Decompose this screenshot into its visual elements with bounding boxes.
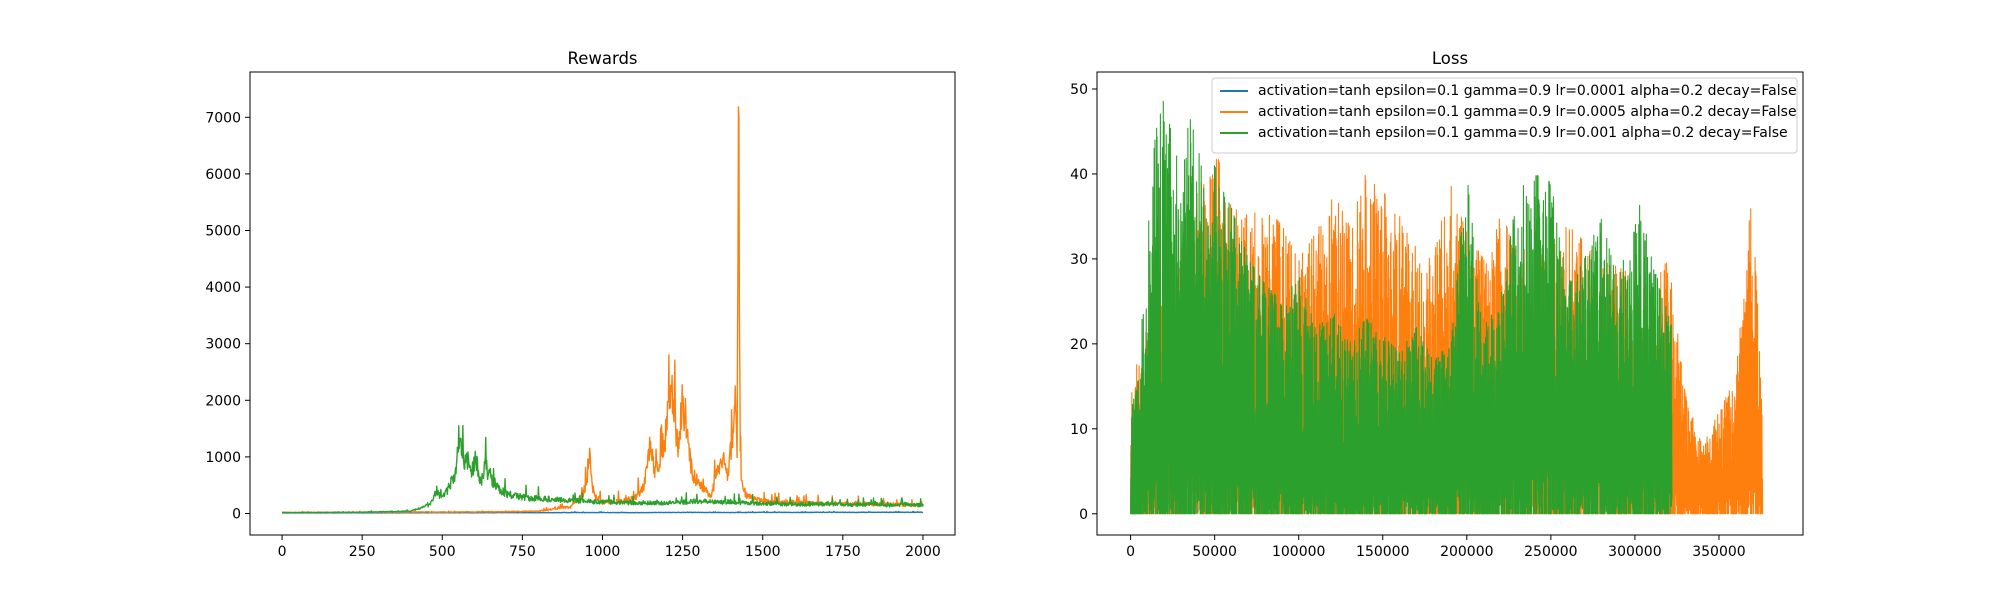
loss-panel: Loss 0 50000 100000 150000 200000 250000 30000… [1070,49,1804,560]
rewards-series-2-line [281,424,924,514]
rewards-x-tick-label: 1500 [745,544,781,560]
loss-y-tick-label: 30 [1070,252,1088,268]
rewards-y-tick-label: 0 [232,506,241,522]
loss-axis-ticks: 0 50000 100000 150000 200000 250000 300000 3500… [1070,82,1746,560]
rewards-y-tick-label: 3000 [205,337,241,353]
loss-y-tick-label: 0 [1079,507,1088,523]
loss-chart-title: Loss [1432,49,1468,68]
rewards-y-tick-label: 5000 [205,223,241,239]
loss-y-tick-label: 50 [1070,82,1088,98]
rewards-series-group [281,106,924,514]
rewards-x-tick-label: 1750 [825,544,861,560]
loss-x-tick-label: 200000 [1440,544,1493,560]
rewards-y-tick-label: 7000 [205,110,241,126]
loss-x-tick-label: 0 [1126,544,1135,560]
rewards-y-tick-label: 1000 [205,450,241,466]
rewards-panel: Rewards 0 250 500 750 1000 1250 1500 1750 2000 0 1… [205,49,956,560]
loss-x-tick-label: 250000 [1524,544,1577,560]
legend-box [1211,77,1798,154]
legend-label-1: activation=tanh epsilon=0.1 gamma=0.9 lr… [1258,104,1797,120]
legend-label-0: activation=tanh epsilon=0.1 gamma=0.9 lr… [1258,83,1797,99]
rewards-series-layer [281,106,924,514]
rewards-x-tick-label: 2000 [905,544,941,560]
loss-series-layer [1130,100,1764,515]
rewards-x-tick-label: 750 [509,544,536,560]
rewards-x-tick-label: 0 [278,544,287,560]
loss-legend: activation=tanh epsilon=0.1 gamma=0.9 lr… [1211,77,1798,154]
loss-x-tick-label: 100000 [1272,544,1325,560]
rewards-y-tick-label: 2000 [205,393,241,409]
loss-y-tick-label: 20 [1070,337,1088,353]
loss-x-tick-label: 350000 [1692,544,1745,560]
loss-y-tick-label: 40 [1070,167,1088,183]
loss-y-tick-label: 10 [1070,422,1088,438]
loss-x-tick-label: 150000 [1356,544,1409,560]
legend-label-2: activation=tanh epsilon=0.1 gamma=0.9 lr… [1258,125,1788,141]
rewards-x-tick-label: 250 [349,544,376,560]
loss-x-tick-label: 300000 [1608,544,1661,560]
rewards-axis-ticks: 0 250 500 750 1000 1250 1500 1750 2000 0 1000 2000 3… [205,110,940,560]
rewards-plot-frame [249,71,956,536]
rewards-x-tick-label: 500 [429,544,456,560]
rewards-x-tick-label: 1250 [665,544,701,560]
loss-plot-frame [1096,71,1804,536]
rewards-x-tick-label: 1000 [585,544,621,560]
rewards-y-tick-label: 4000 [205,280,241,296]
loss-x-tick-label: 50000 [1192,544,1237,560]
rewards-series-1-line [281,106,924,514]
loss-series-2-line [1130,100,1673,515]
rewards-chart-title: Rewards [567,49,637,68]
rewards-y-tick-label: 6000 [205,167,241,183]
loss-series-group [1130,100,1764,515]
